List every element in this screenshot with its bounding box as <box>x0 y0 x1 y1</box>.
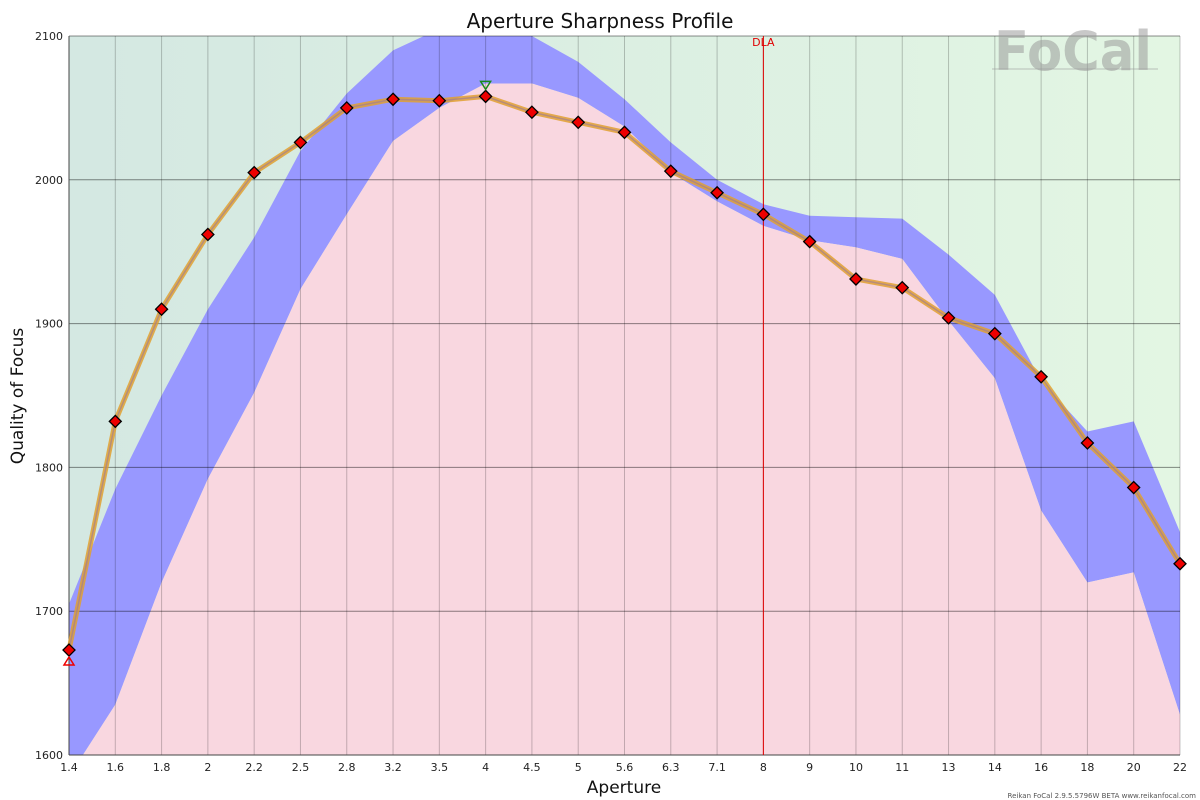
data-point <box>941 310 956 325</box>
data-point <box>386 92 400 107</box>
x-tick-label: 1.6 <box>107 761 125 774</box>
x-tick-label: 2.5 <box>292 761 310 774</box>
x-tick-label: 4.5 <box>523 761 541 774</box>
data-point <box>1034 369 1049 384</box>
x-tick-label: 10 <box>849 761 863 774</box>
x-tick-label: 16 <box>1034 761 1048 774</box>
x-tick-label: 9 <box>806 761 813 774</box>
x-axis-ticks: 1.4 1.6 1.8 2 2.2 2.5 2.8 3.2 3.5 4 4.5 5 5.6 6.3 7.1 8… <box>60 761 1187 774</box>
data-point <box>710 185 725 200</box>
x-tick-label: 18 <box>1080 761 1094 774</box>
under-area <box>69 83 1180 755</box>
data-point <box>108 414 123 429</box>
data-point <box>802 234 817 249</box>
y-tick-label: 2000 <box>35 174 63 187</box>
y-tick-label: 1700 <box>35 605 63 618</box>
data-point <box>895 280 910 295</box>
x-tick-label: 5.6 <box>616 761 634 774</box>
x-tick-label: 1.4 <box>60 761 78 774</box>
min-marker <box>62 655 76 666</box>
footer-credit: Reikan FoCal 2.9.5.5796W BETA www.reikan… <box>1008 792 1197 800</box>
data-point <box>756 207 771 222</box>
x-tick-label: 3.2 <box>384 761 402 774</box>
data-point <box>478 89 493 104</box>
y-tick-label: 1800 <box>35 461 63 474</box>
dla-marker: DLA <box>752 36 775 755</box>
extreme-markers <box>62 80 492 666</box>
x-tick-label: 3.5 <box>431 761 449 774</box>
x-tick-label: 2.8 <box>338 761 356 774</box>
x-tick-label: 4 <box>482 761 489 774</box>
y-tick-label: 1900 <box>35 318 63 331</box>
max-marker <box>479 80 492 91</box>
data-point <box>200 227 215 242</box>
x-tick-label: 13 <box>942 761 956 774</box>
dla-label: DLA <box>752 36 775 49</box>
data-point <box>154 302 169 317</box>
data-point <box>524 105 539 120</box>
x-tick-label: 8 <box>760 761 767 774</box>
data-point <box>247 165 262 180</box>
x-tick-label: 11 <box>895 761 909 774</box>
chart-title: Aperture Sharpness Profile <box>467 9 734 33</box>
x-tick-label: 20 <box>1127 761 1141 774</box>
x-tick-label: 5 <box>575 761 582 774</box>
y-tick-label: 2100 <box>35 30 63 43</box>
data-point <box>432 93 447 108</box>
series-points <box>62 89 1187 657</box>
x-tick-label: 1.8 <box>153 761 171 774</box>
under-curve-fill <box>69 83 1180 755</box>
data-point <box>339 100 354 115</box>
svg-text:FoCal: FoCal <box>994 20 1152 83</box>
x-axis-title: Aperture <box>587 778 661 798</box>
focal-logo: FoCal <box>992 20 1158 83</box>
data-point <box>987 326 1002 341</box>
data-point <box>663 164 678 179</box>
y-axis-title: Quality of Focus <box>8 328 28 465</box>
x-tick-label: 7.1 <box>708 761 726 774</box>
x-tick-label: 2.2 <box>245 761 263 774</box>
data-point <box>1080 436 1095 450</box>
x-tick-label: 2 <box>204 761 211 774</box>
x-tick-label: 6.3 <box>662 761 680 774</box>
x-tick-label: 22 <box>1173 761 1187 774</box>
data-point <box>293 135 308 150</box>
y-axis-ticks: 1600 1700 1800 1900 2000 2100 <box>35 30 63 762</box>
data-point <box>849 272 863 286</box>
grid <box>68 35 1181 756</box>
data-point <box>617 125 632 140</box>
y-tick-label: 1600 <box>35 749 63 762</box>
data-point <box>1126 480 1141 495</box>
data-point <box>1173 556 1187 571</box>
data-point <box>571 115 586 130</box>
x-tick-label: 14 <box>988 761 1002 774</box>
